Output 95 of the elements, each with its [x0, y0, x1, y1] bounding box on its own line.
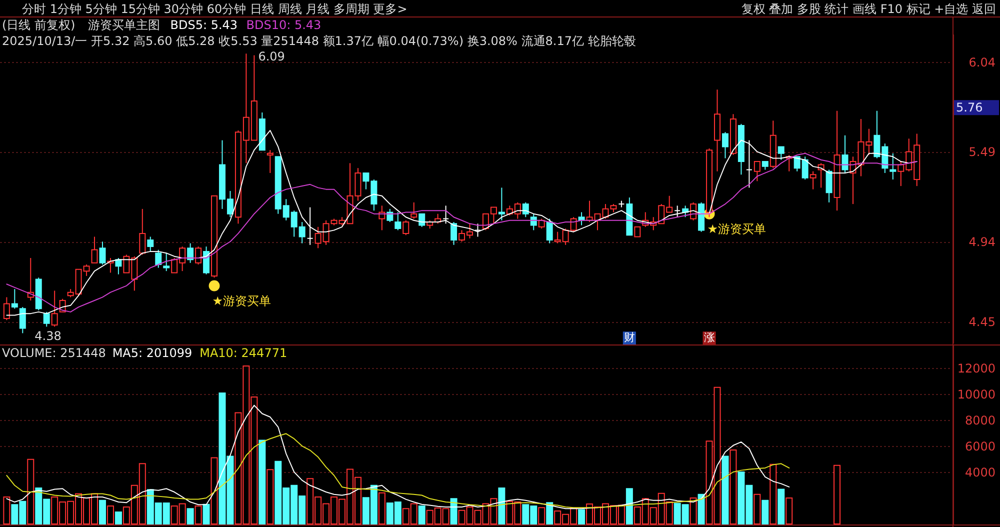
candlestick: [546, 218, 553, 244]
series-label: 涨: [704, 331, 715, 344]
bar: [778, 488, 785, 524]
candlestick: [778, 146, 784, 160]
y-tick-label: 10000: [957, 388, 996, 402]
candlestick: [634, 226, 641, 238]
y-tick-label: 6000: [964, 440, 996, 454]
bar: [546, 502, 554, 524]
bar: [378, 492, 386, 524]
bar: [266, 469, 274, 524]
candlestick: [147, 236, 154, 252]
candlestick: [746, 140, 752, 188]
bar: [498, 487, 506, 524]
bar: [730, 450, 737, 524]
candlestick: [99, 241, 106, 266]
y-tick-label: 8000: [964, 414, 996, 428]
chart-title: (日线 前复权): [2, 18, 76, 32]
bar: [186, 508, 194, 524]
candlestick: [826, 169, 832, 203]
chart-subtitle: 2025/10/13/一 开5.32 高5.60 低5.28 收5.53 量251448 额1.37亿 幅0.04(0.73%) 换3.08% 流通8.17亿 轮胎轮毂: [2, 34, 636, 48]
candlestick: [187, 242, 194, 264]
y-tick-label: 4.45: [968, 315, 996, 330]
candlestick: [163, 252, 170, 272]
annotation: 6.09: [258, 50, 285, 64]
bar: [98, 500, 106, 524]
candlestick: [11, 288, 18, 310]
bar: [450, 498, 458, 524]
bar: [834, 464, 841, 524]
y-tick-label: 6.04: [968, 55, 996, 70]
text: 复权 叠加 多股 统计 画线 F10 标记 +自选 返回: [741, 2, 996, 16]
bar: [106, 506, 114, 524]
text: MA5: 201099: [112, 346, 192, 360]
candlestick: [842, 134, 848, 174]
candlestick: [386, 208, 394, 223]
bar: [786, 498, 793, 524]
candlestick: [722, 132, 728, 159]
point: [208, 280, 220, 292]
bar: [690, 498, 697, 524]
bar: [626, 488, 633, 524]
line-series: [6, 404, 790, 510]
bar: [418, 506, 426, 524]
candlestick: [91, 236, 98, 264]
legend-title: VOLUME: 251448: [2, 346, 106, 360]
bar: [210, 457, 218, 524]
y-tick-label: 5.49: [968, 145, 996, 160]
text: BDS10: 5.43: [246, 18, 322, 32]
candlestick: [51, 290, 58, 328]
text: 分时 1分钟 5分钟 15分钟 30分钟 60分钟 日线 周线 月线 多周期 更多>: [22, 2, 408, 16]
candlestick: [450, 222, 458, 246]
candlestick: [890, 152, 896, 180]
candlestick: [810, 170, 816, 190]
y-tick-label: 4.94: [968, 235, 996, 250]
series-label: ★游资买单: [707, 222, 766, 236]
text: MA10: 244771: [200, 346, 288, 360]
candlestick: [442, 205, 450, 224]
bar: [754, 494, 761, 524]
bar: [538, 507, 546, 524]
candlestick: [410, 202, 418, 220]
candlestick: [522, 202, 529, 218]
candlestick: [418, 213, 426, 228]
y-tick-label: 4000: [964, 466, 996, 480]
bar: [114, 512, 122, 524]
bar: [3, 496, 10, 524]
candlestick: [674, 205, 681, 218]
candlestick: [19, 306, 26, 334]
candlestick: [394, 212, 402, 231]
bar: [202, 504, 210, 524]
bar: [770, 464, 777, 524]
bar: [578, 509, 586, 524]
candlestick: [306, 206, 314, 246]
candlestick: [402, 220, 410, 236]
candlestick: [266, 150, 274, 174]
candlestick: [474, 223, 481, 238]
bar: [258, 440, 266, 524]
y-tick-label: 12000: [957, 362, 996, 376]
candlestick: [139, 208, 146, 256]
text: 5.76: [956, 100, 983, 115]
legend-title: 游资买单主图: [88, 18, 160, 32]
bar: [194, 506, 202, 524]
line-series: [6, 433, 790, 508]
series-label: 财: [624, 331, 635, 344]
text: ★游资买单: [212, 294, 272, 308]
candlestick: [3, 296, 10, 321]
candlestick: [754, 161, 760, 182]
bar: [722, 456, 729, 524]
candlestick: [498, 187, 505, 221]
candlestick: [155, 249, 162, 268]
text: BDS5: 5.43: [170, 18, 238, 32]
bar: [27, 458, 34, 524]
candlestick: [530, 213, 537, 231]
bar: [698, 494, 705, 524]
bar: [762, 500, 769, 524]
candlestick: [195, 246, 202, 266]
annotation: 4.38: [34, 329, 62, 344]
candlestick: [43, 311, 50, 328]
